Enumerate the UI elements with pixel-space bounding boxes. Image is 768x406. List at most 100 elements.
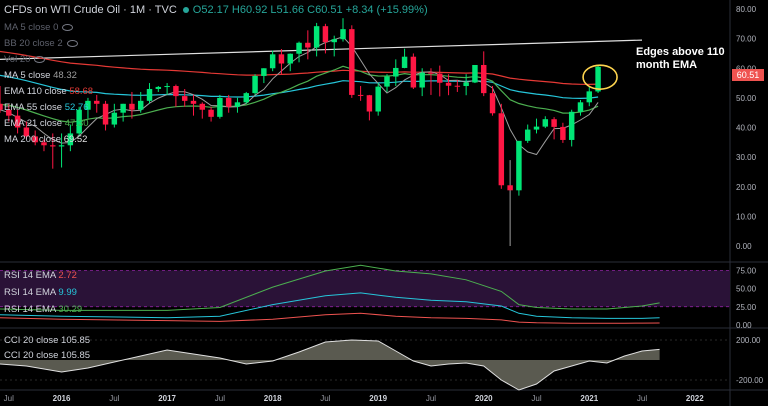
ema55-value: 52.76: [64, 102, 89, 113]
symbol-title[interactable]: CFDs on WTI Crude Oil · 1M · TVC: [4, 4, 177, 16]
candle-body: [516, 140, 522, 191]
price-tick-label: 10.00: [736, 212, 757, 221]
time-tick-label: 2018: [264, 394, 282, 403]
legend-vol[interactable]: Vol 20: [4, 54, 46, 66]
legend-rsi-3[interactable]: RSI 14 EMA 30.29: [4, 304, 83, 315]
price-tick-label: 40.00: [736, 124, 757, 133]
candle-body: [305, 42, 311, 48]
ema21-line: [0, 65, 599, 123]
price-tick-label: 20.00: [736, 183, 757, 192]
candle-body: [595, 66, 601, 92]
time-tick-label: Jul: [109, 394, 119, 403]
time-tick-label: Jul: [531, 394, 541, 403]
candle-body: [76, 109, 82, 134]
candle-body: [533, 126, 540, 130]
candle-body: [463, 82, 469, 87]
candle-body: [14, 115, 21, 128]
candle-body: [472, 64, 478, 83]
time-tick-label: 2021: [580, 394, 598, 403]
rsi-tick-label: 25.00: [736, 303, 757, 312]
highlight-ellipse: [582, 64, 618, 90]
candle-body: [524, 129, 531, 141]
candle-body: [252, 75, 258, 94]
candle-body: [137, 100, 144, 110]
ema110-line: [0, 50, 599, 86]
candle-body: [401, 56, 408, 68]
price-tick-label: 0.00: [736, 242, 752, 251]
candle-body: [349, 29, 355, 95]
candle-body: [445, 82, 452, 86]
candle-body: [0, 103, 3, 110]
ohlc-readout: O52.17 H60.92 L51.66 C60.51 +8.34 (+15.9…: [192, 4, 428, 16]
legend-ma5[interactable]: MA 5 close 48.32: [4, 70, 77, 81]
ma200-value: 69.52: [63, 134, 88, 145]
candle-body: [6, 109, 12, 116]
candle-body: [58, 145, 65, 147]
hidden-eye-icon[interactable]: [34, 55, 46, 63]
legend-rsi-1[interactable]: RSI 14 EMA 2.72: [4, 270, 77, 281]
candle-body: [586, 91, 593, 103]
cci-area: [0, 340, 660, 390]
candle-body: [261, 68, 267, 76]
time-tick-label: 2017: [158, 394, 176, 403]
candle-body: [94, 100, 100, 104]
candle-body: [190, 100, 197, 104]
rsi-line: [0, 264, 660, 311]
price-tick-label: 50.00: [736, 94, 757, 103]
candle-body: [375, 86, 381, 112]
legend-ema110[interactable]: EMA 110 close 58.68: [4, 86, 94, 97]
cci-tick-label: 200.00: [736, 336, 761, 345]
legend-rsi-2[interactable]: RSI 14 EMA 9.99: [4, 287, 77, 298]
candle-body: [568, 111, 575, 140]
time-tick-label: Jul: [320, 394, 330, 403]
price-tick-label: 60.00: [736, 64, 757, 73]
ma200-line: [0, 39, 643, 60]
rsi-tick-label: 75.00: [736, 266, 757, 275]
ema55-line: [0, 74, 599, 100]
candle-body: [111, 112, 118, 125]
hidden-eye-icon[interactable]: [62, 23, 74, 31]
candle-body: [410, 56, 417, 88]
candle-body: [507, 185, 513, 191]
candle-body: [340, 29, 346, 40]
candle-body: [560, 126, 566, 140]
candle-body: [481, 64, 487, 94]
candle-body: [357, 94, 364, 96]
time-tick-label: Jul: [426, 394, 436, 403]
legend-cci-2[interactable]: CCI 20 close 105.85: [4, 350, 91, 361]
cci-tick-label: -200.00: [736, 376, 764, 385]
rsi-tick-label: 50.00: [736, 285, 757, 294]
candle-body: [181, 96, 188, 101]
candle-body: [428, 72, 434, 74]
symbol-header: CFDs on WTI Crude Oil · 1M · TVC O52.17 H…: [4, 4, 428, 16]
candle-body: [67, 133, 74, 146]
candle-body: [542, 119, 549, 127]
legend-ema55[interactable]: EMA 55 close 52.76: [4, 102, 89, 113]
candle-body: [217, 97, 223, 117]
candle-body: [331, 39, 337, 43]
time-tick-label: 2022: [686, 394, 704, 403]
candle-body: [120, 103, 126, 113]
candle-body: [173, 86, 179, 97]
rsi-line: [0, 312, 660, 324]
hidden-eye-icon[interactable]: [66, 39, 78, 47]
candle-body: [129, 103, 135, 110]
legend-cci-1[interactable]: CCI 20 close 105.85: [4, 335, 91, 346]
annotation-text: Edges above 110 month EMA: [636, 46, 725, 71]
cci-line: [0, 339, 660, 391]
candle-body: [208, 109, 214, 117]
rsi-line: [0, 292, 660, 319]
legend-ma200[interactable]: MA 200 close 69.52: [4, 134, 88, 145]
candle-body: [164, 86, 170, 88]
candle-body: [313, 26, 320, 48]
candle-body: [278, 54, 285, 64]
candle-body: [23, 127, 30, 137]
rsi-band: [0, 270, 730, 307]
candle-body: [155, 86, 162, 89]
candle-body: [437, 73, 443, 83]
legend-ma5b[interactable]: MA 5 close 0: [4, 22, 74, 34]
candle-body: [225, 97, 232, 107]
legend-ema21[interactable]: EMA 21 close 47.30: [4, 118, 89, 129]
legend-bb20[interactable]: BB 20 close 2: [4, 38, 78, 50]
candle-body: [551, 119, 557, 127]
